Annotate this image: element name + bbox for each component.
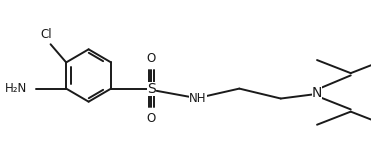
Text: S: S [147,82,155,96]
Text: NH: NH [189,92,206,105]
Text: N: N [312,86,322,100]
Text: O: O [147,112,156,125]
Text: H₂N: H₂N [5,82,27,95]
Text: Cl: Cl [41,27,52,40]
Text: O: O [147,52,156,65]
